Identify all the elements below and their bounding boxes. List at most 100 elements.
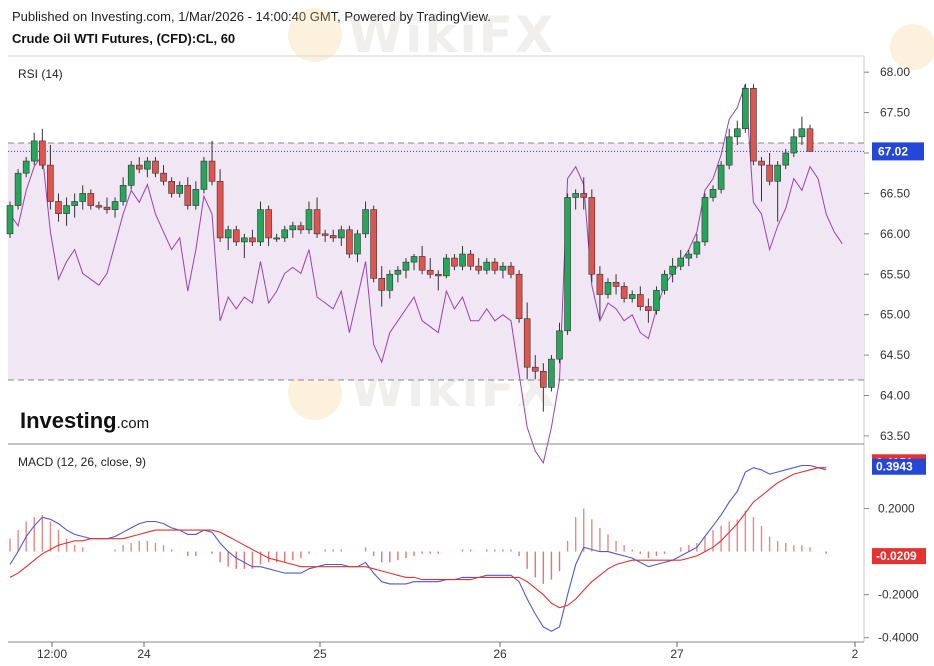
candle-body <box>475 265 482 271</box>
candle-body <box>144 160 151 170</box>
candle-body <box>451 257 458 267</box>
time-tick-label: 25 <box>313 647 327 661</box>
candle-body <box>499 265 507 271</box>
current-price-badge <box>872 142 924 161</box>
time-tick-label: 2 <box>852 647 859 661</box>
candle-body <box>47 164 54 202</box>
time-tick-label: 27 <box>670 647 684 661</box>
candle-body <box>531 366 539 372</box>
candle-body <box>774 164 781 182</box>
rsi-label: RSI (14) <box>18 67 63 81</box>
macd-label: MACD (12, 26, close, 9) <box>18 455 146 469</box>
candle-body <box>386 273 394 291</box>
watermark-badge <box>288 8 342 62</box>
candle-body <box>362 209 369 235</box>
candle-body <box>620 286 628 299</box>
candle-body <box>515 273 523 320</box>
macd-lines <box>9 464 827 632</box>
candle-body <box>693 241 701 255</box>
candle-body <box>305 209 313 231</box>
candle-body <box>14 172 22 206</box>
candle-body <box>410 256 418 263</box>
candle-body <box>224 229 232 239</box>
candle-body <box>249 237 256 243</box>
price-tick-label: 66.00 <box>880 227 910 241</box>
candle-body <box>701 197 709 243</box>
candle-body <box>30 140 38 162</box>
candle-body <box>79 193 87 202</box>
candle-body <box>426 269 434 275</box>
candle-body <box>192 189 200 206</box>
price-tick-label: 65.50 <box>880 267 910 281</box>
candle-body <box>55 201 62 214</box>
candle-body <box>394 269 402 275</box>
candle-body <box>790 136 798 154</box>
candle-body <box>709 189 717 198</box>
candle-body <box>370 209 377 279</box>
price-tick-label: 66.50 <box>880 186 910 200</box>
candle-body <box>596 273 604 295</box>
candle-body <box>208 160 216 182</box>
time-tick-label: 24 <box>137 647 151 661</box>
candle-body <box>782 152 790 166</box>
candle-body <box>766 164 773 182</box>
investing-logo: Investing.com <box>20 408 149 433</box>
candle-body <box>628 294 636 299</box>
candle-body <box>346 229 353 255</box>
price-tick-label: 64.50 <box>880 348 910 362</box>
candle-body <box>491 261 499 271</box>
candle-body <box>798 128 806 138</box>
chart-header: Published on Investing.com, 1/Mar/2026 -… <box>12 8 491 48</box>
candle-body <box>39 140 46 166</box>
rsi-band-fill <box>8 143 864 380</box>
candle-body <box>184 185 192 206</box>
macd-value-badge <box>872 548 926 565</box>
candle-body <box>63 205 70 214</box>
candle-body <box>725 136 733 166</box>
candle-body <box>653 290 660 311</box>
candle-body <box>378 277 386 291</box>
candle-body <box>443 257 450 277</box>
signal-line <box>9 467 827 609</box>
candle-body <box>273 237 280 240</box>
macd-tick-label: -0.4000 <box>878 631 919 645</box>
macd-value-label: 0.3943 <box>876 460 913 474</box>
price-tick-label: 63.50 <box>880 429 910 443</box>
candle-body <box>758 160 765 166</box>
candle-body <box>459 253 466 267</box>
candle-body <box>232 229 240 243</box>
candle-body <box>176 185 183 194</box>
candle-body <box>22 160 30 174</box>
macd-value-label: -0.0209 <box>876 549 917 563</box>
candle-body <box>200 160 208 190</box>
time-tick-label: 26 <box>493 647 507 661</box>
candle-body <box>418 256 426 271</box>
candle-body <box>612 282 620 287</box>
candle-body <box>669 265 676 275</box>
candle-body <box>329 235 337 239</box>
macd-value-badge <box>872 458 926 475</box>
macd-line <box>9 464 827 632</box>
candle-body <box>87 193 95 206</box>
candle-body <box>523 318 531 368</box>
candle-body <box>6 205 14 235</box>
candle-body <box>241 237 248 243</box>
candle-body <box>135 164 143 170</box>
candle-body <box>297 225 305 231</box>
candle-body <box>580 193 588 198</box>
candles <box>6 84 814 412</box>
axes: 68.0067.5067.0066.5066.0065.5065.0064.50… <box>37 65 926 661</box>
candle-body <box>216 180 224 239</box>
candle-body <box>507 265 515 275</box>
price-tick-label: 67.50 <box>880 106 910 120</box>
candle-body <box>434 273 442 277</box>
candle-body <box>289 225 297 231</box>
candle-body <box>257 209 264 243</box>
rsi-band <box>8 142 864 381</box>
candle-body <box>160 172 167 182</box>
candle-body <box>483 261 491 271</box>
candle-body <box>354 233 361 255</box>
candle-body <box>168 180 175 194</box>
candle-body <box>806 128 814 152</box>
candle-body <box>548 358 555 388</box>
